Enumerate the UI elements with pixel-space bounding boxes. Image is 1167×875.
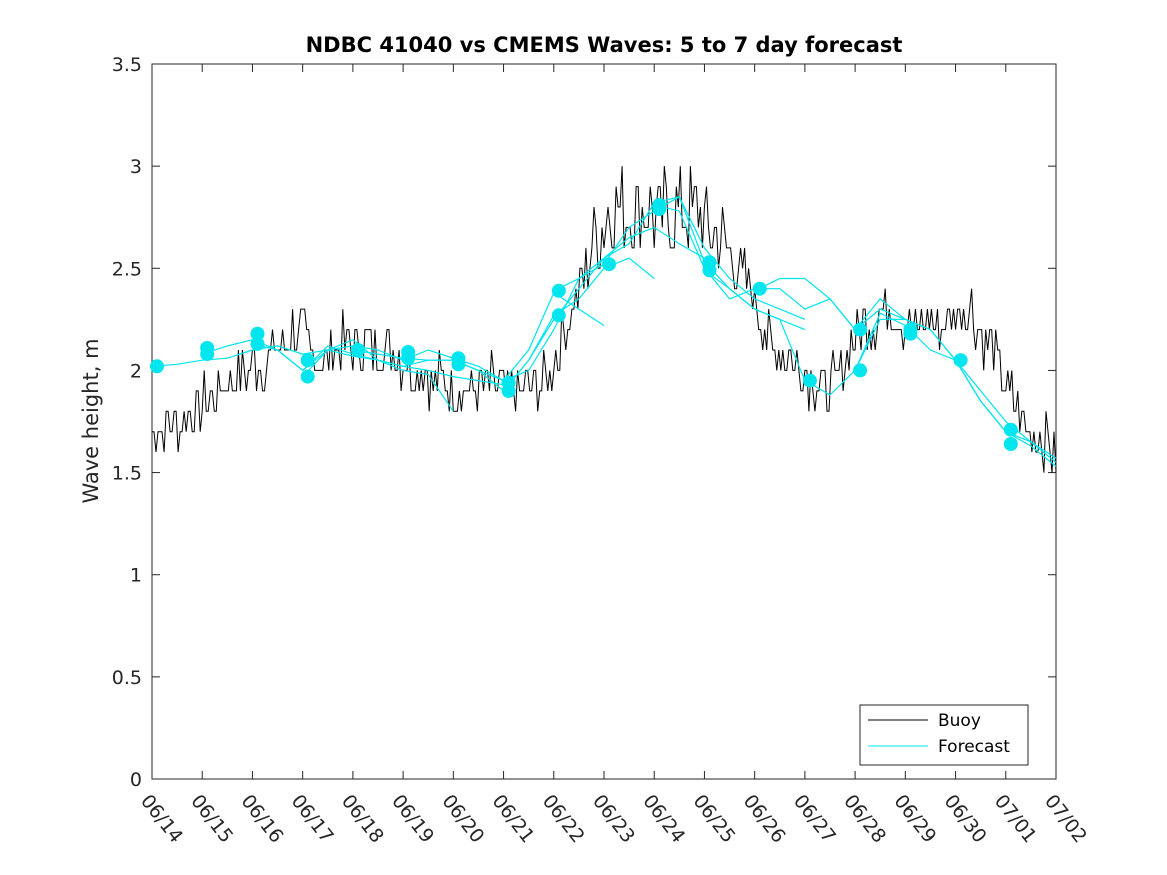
forecast-start-marker	[150, 359, 164, 374]
y-tick-label: 3	[130, 156, 142, 178]
forecast-start-marker	[551, 283, 566, 298]
forecast-start-marker	[953, 353, 968, 368]
forecast-start-marker	[300, 369, 315, 384]
y-tick-label: 3.5	[112, 54, 142, 76]
legend-buoy-label: Buoy	[938, 711, 981, 731]
chart-title: NDBC 41040 vs CMEMS Waves: 5 to 7 day fo…	[306, 33, 903, 57]
y-tick-label: 2.5	[112, 258, 142, 280]
forecast-start-marker	[451, 357, 466, 372]
forecast-start-marker	[501, 383, 516, 398]
forecast-start-markers	[150, 198, 1018, 451]
forecast-start-marker	[1003, 437, 1018, 451]
axes-box	[151, 63, 1057, 780]
forecast-start-marker	[350, 343, 365, 357]
y-tick-label: 0.5	[112, 667, 142, 689]
forecast-start-marker	[1003, 422, 1018, 437]
forecast-start-marker	[853, 363, 868, 378]
legend-forecast-label: Forecast	[938, 737, 1010, 757]
y-tick-label: 1.5	[112, 463, 142, 485]
forecast-start-marker	[401, 351, 416, 366]
y-tick-label: 2	[130, 360, 142, 382]
y-tick-label: 1	[130, 565, 142, 587]
forecast-start-marker	[200, 347, 215, 362]
forecast-line	[202, 339, 454, 412]
forecast-start-marker	[652, 202, 667, 216]
forecast-start-marker	[551, 308, 566, 323]
forecast-start-marker	[802, 373, 817, 388]
forecast-start-marker	[903, 326, 918, 341]
forecast-start-marker	[250, 336, 265, 351]
forecast-start-marker	[250, 326, 265, 341]
legend-box	[859, 704, 1029, 766]
forecast-line	[654, 204, 906, 331]
forecast-start-marker	[300, 353, 315, 368]
legend: Buoy Forecast	[859, 704, 1029, 766]
forecast-start-marker	[853, 322, 868, 337]
forecast-start-marker	[602, 257, 616, 272]
y-axis-label: Wave height, m	[79, 338, 103, 503]
y-tick-label: 0	[130, 769, 142, 791]
forecast-start-marker	[752, 281, 767, 296]
forecast-start-marker	[702, 263, 717, 278]
